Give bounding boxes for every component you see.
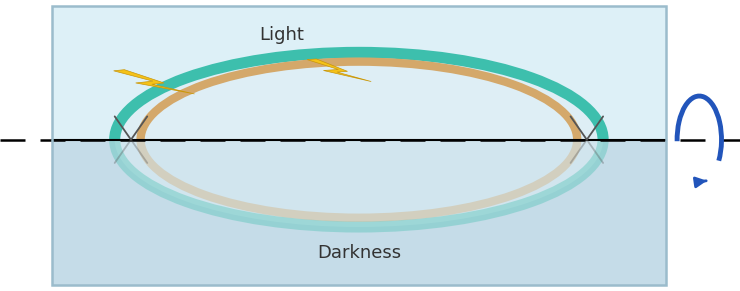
Text: Darkness: Darkness [317, 244, 401, 262]
Polygon shape [114, 70, 195, 94]
Bar [52, 140, 666, 285]
Text: Light: Light [259, 26, 303, 44]
Ellipse shape [115, 52, 603, 227]
Polygon shape [307, 59, 371, 81]
Bar [52, 6, 666, 140]
Ellipse shape [115, 52, 603, 227]
Bar [52, 6, 666, 285]
